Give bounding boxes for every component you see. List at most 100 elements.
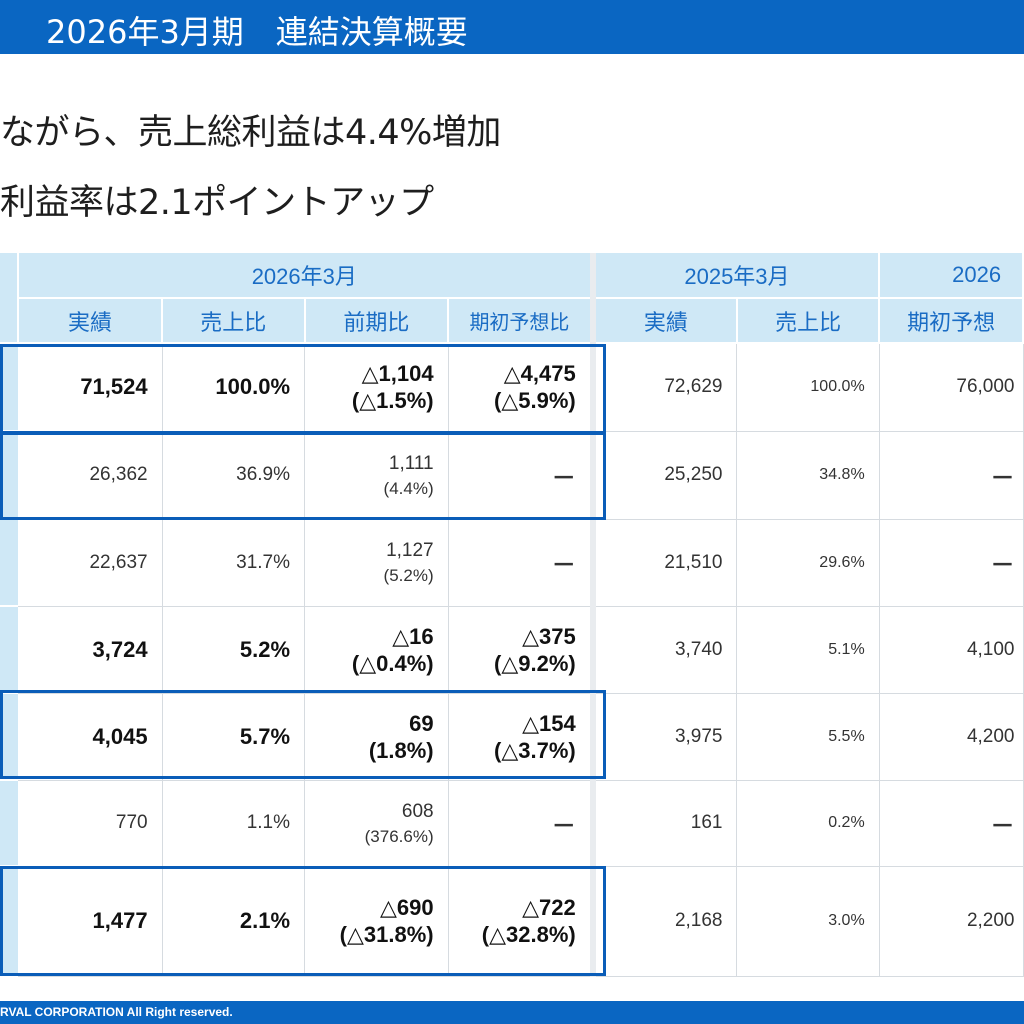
actual-value: 22,637	[89, 551, 148, 573]
plan-value: 2,200	[966, 910, 1015, 931]
plan-value: －	[990, 812, 1015, 840]
cell-plan: －	[879, 431, 1024, 520]
cell-vs-plan: △722 (△32.8%)	[448, 866, 594, 977]
table-row: 3,724 5.2% △16 (△0.4%) △375 (△9.2%) 3,740 5.1% 4…	[0, 606, 1024, 694]
cell-yoy: △690 (△31.8%)	[304, 866, 449, 977]
table-row: 770 1.1% 608 (376.6%) － 161 0.2% －	[0, 780, 1024, 867]
cell-yoy: 1,111 (4.4%)	[304, 431, 449, 520]
row-label-cell	[0, 431, 18, 520]
footer-bar: RVAL CORPORATION All Right reserved.	[0, 1001, 1024, 1024]
cell-prev-actual: 3,975	[589, 693, 738, 781]
cell-ratio: 2.1%	[162, 866, 306, 977]
col-header-prev-actual: 実績	[589, 298, 738, 344]
row-label-cell	[0, 693, 18, 781]
row-label-cell	[0, 606, 18, 694]
cell-actual: 770	[17, 780, 163, 867]
col-header-actual: 実績	[17, 298, 164, 344]
cell-vs-plan: △4,475 (△5.9%)	[448, 343, 594, 432]
vs-plan-value: △375	[522, 623, 576, 649]
ratio-value: 2.1%	[239, 908, 291, 933]
cell-plan: －	[879, 519, 1024, 607]
plan-value: －	[990, 552, 1015, 579]
cell-plan: 4,100	[879, 606, 1024, 694]
prev-ratio-value: 0.2%	[828, 814, 865, 831]
table-row: 22,637 31.7% 1,127 (5.2%) － 21,510 29.6% －	[0, 519, 1024, 607]
cell-yoy: △1,104 (△1.5%)	[304, 343, 449, 432]
actual-value: 26,362	[89, 464, 148, 485]
table-row: 71,524 100.0% △1,104 (△1.5%) △4,475 (△5.9%) 72…	[0, 343, 1024, 432]
row-label-header	[0, 253, 19, 344]
vs-plan-dash: －	[551, 464, 576, 492]
group-header-2025: 2025年3月	[589, 253, 881, 299]
cell-ratio: 5.2%	[162, 606, 306, 694]
cell-ratio: 5.7%	[162, 693, 306, 781]
table-row: 1,477 2.1% △690 (△31.8%) △722 (△32.8%) 2,168 3.…	[0, 866, 1024, 977]
ratio-value: 100.0%	[215, 374, 291, 400]
ratio-value: 5.7%	[239, 723, 291, 749]
cell-prev-actual: 3,740	[589, 606, 738, 694]
prev-ratio-value: 100.0%	[810, 378, 865, 396]
vs-plan-pct: (△9.2%)	[494, 650, 576, 676]
col-header-vs-plan: 期初予想比	[448, 298, 594, 344]
cell-yoy: 608 (376.6%)	[304, 780, 449, 867]
yoy-value: 69	[409, 710, 434, 736]
row-label-cell	[0, 519, 18, 607]
cell-plan: 4,200	[879, 693, 1024, 781]
prev-actual-value: 25,250	[664, 464, 723, 485]
cell-actual: 26,362	[17, 431, 163, 520]
yoy-pct: (△0.4%)	[351, 650, 434, 676]
actual-value: 71,524	[80, 374, 148, 400]
vs-plan-pct: (△5.9%)	[494, 388, 576, 414]
plan-value: 76,000	[956, 376, 1015, 398]
yoy-value: △690	[380, 895, 434, 920]
cell-vs-plan: △154 (△3.7%)	[448, 693, 594, 781]
cell-prev-actual: 25,250	[589, 431, 738, 520]
prev-ratio-value: 5.1%	[828, 640, 865, 658]
plan-value: 4,100	[966, 638, 1015, 660]
vs-plan-value: △4,475	[503, 361, 576, 387]
prev-ratio-value: 3.0%	[828, 912, 865, 929]
cell-prev-actual: 21,510	[589, 519, 738, 607]
yoy-value: △1,104	[361, 361, 434, 387]
group-header-2026: 2026年3月	[17, 253, 594, 299]
cell-prev-actual: 72,629	[589, 343, 738, 432]
prev-actual-value: 21,510	[664, 551, 723, 573]
prev-ratio-value: 5.5%	[828, 727, 865, 745]
cell-plan: 76,000	[879, 343, 1024, 432]
cell-ratio: 100.0%	[162, 343, 306, 432]
col-header-plan: 期初予想	[879, 298, 1024, 344]
yoy-pct: (4.4%)	[383, 478, 434, 498]
ratio-value: 1.1%	[246, 812, 291, 833]
yoy-pct: (5.2%)	[383, 566, 434, 585]
cell-prev-ratio: 5.1%	[736, 606, 880, 694]
vs-plan-value: △722	[522, 895, 576, 920]
table-row: 26,362 36.9% 1,111 (4.4%) － 25,250 34.8% －	[0, 431, 1024, 520]
ratio-value: 31.7%	[236, 551, 291, 573]
actual-value: 4,045	[92, 723, 148, 749]
yoy-value: △16	[392, 623, 434, 649]
yoy-pct: (△31.8%)	[339, 922, 434, 947]
cell-actual: 3,724	[17, 606, 163, 694]
cell-actual: 4,045	[17, 693, 163, 781]
cell-yoy: 1,127 (5.2%)	[304, 519, 449, 607]
cell-vs-plan: －	[448, 519, 594, 607]
ratio-value: 36.9%	[236, 464, 291, 485]
vs-plan-dash: －	[551, 812, 576, 840]
headline-2: 利益率は2.1ポイントアップ	[0, 183, 434, 223]
yoy-value: 1,111	[388, 452, 434, 474]
cell-actual: 1,477	[17, 866, 163, 977]
prev-actual-value: 72,629	[664, 376, 723, 398]
copyright-text: RVAL CORPORATION All Right reserved.	[0, 1005, 233, 1019]
row-label-cell	[0, 343, 18, 432]
cell-prev-ratio: 34.8%	[736, 431, 880, 520]
vs-plan-dash: －	[551, 552, 576, 579]
cell-plan: 2,200	[879, 866, 1024, 977]
group-header-2026-plan: 2026	[879, 253, 1024, 299]
cell-prev-ratio: 5.5%	[736, 693, 880, 781]
cell-ratio: 31.7%	[162, 519, 306, 607]
cell-ratio: 1.1%	[162, 780, 306, 867]
prev-ratio-value: 29.6%	[819, 553, 865, 571]
ratio-value: 5.2%	[239, 636, 291, 662]
cell-vs-plan: △375 (△9.2%)	[448, 606, 594, 694]
actual-value: 1,477	[92, 908, 148, 933]
